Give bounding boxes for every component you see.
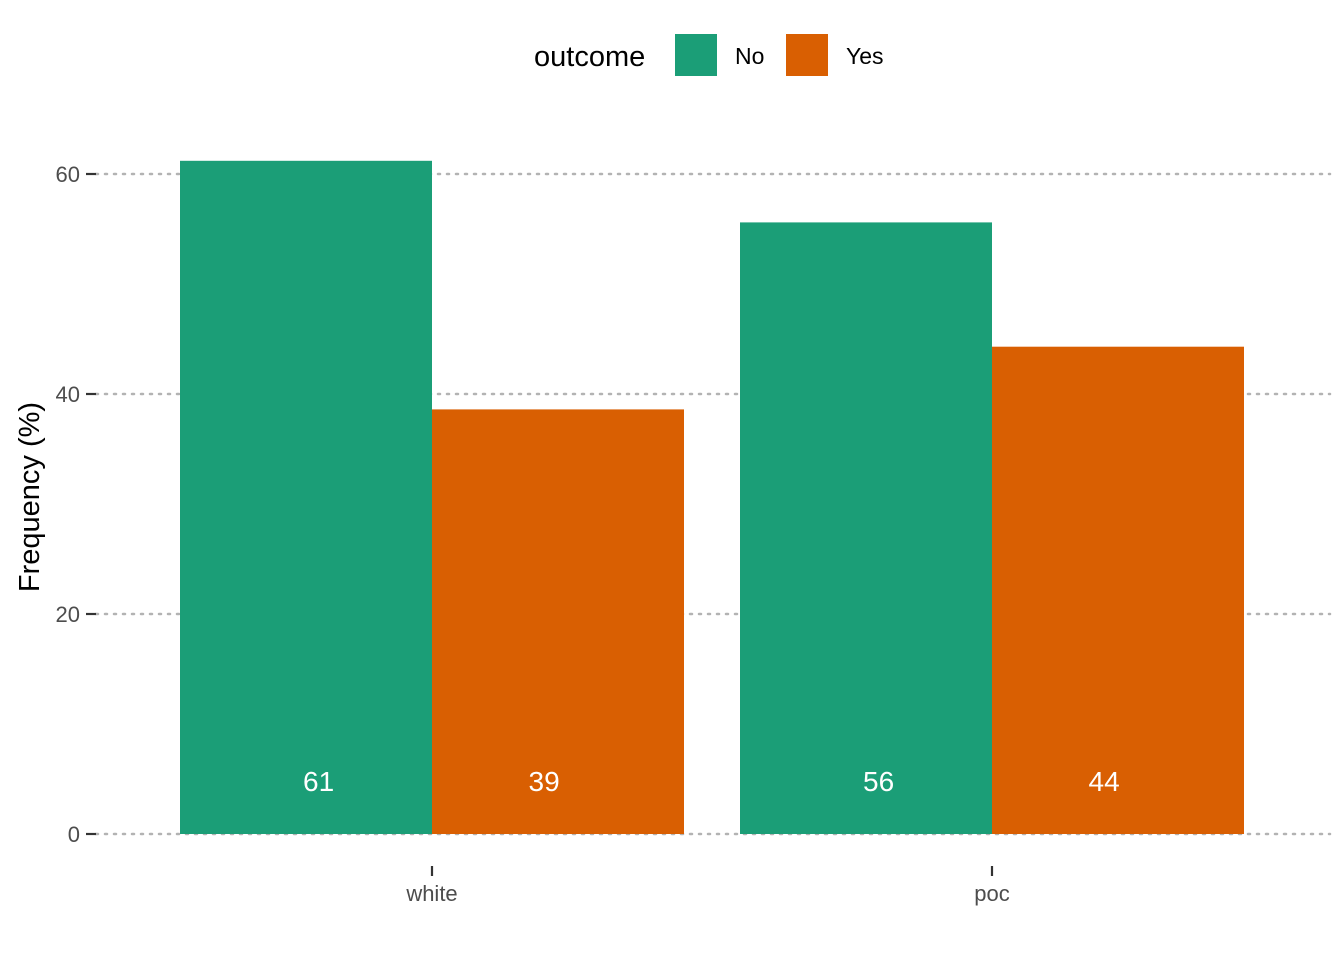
legend-key-yes [786, 34, 828, 76]
y-axis: 0 20 40 60 [56, 162, 96, 847]
legend-key-no [675, 34, 717, 76]
y-tick-label: 60 [56, 162, 80, 187]
bar-labels: 61 39 56 44 [303, 766, 1120, 797]
y-tick-label: 0 [68, 822, 80, 847]
bar-value-label: 39 [529, 766, 560, 797]
legend-title: outcome [534, 41, 645, 73]
bars [180, 160, 1244, 835]
bar-no-white [180, 160, 432, 835]
y-tick-label: 20 [56, 602, 80, 627]
x-tick-label-poc: poc [974, 881, 1009, 906]
bar-value-label: 61 [303, 766, 334, 797]
bar-no-poc [740, 222, 992, 834]
legend-label-no: No [735, 43, 764, 69]
x-tick-label-white: white [405, 881, 457, 906]
legend-label-yes: Yes [846, 43, 884, 69]
bar-value-label: 44 [1089, 766, 1120, 797]
bar-value-label: 56 [863, 766, 894, 797]
bar-yes-poc [992, 346, 1244, 834]
y-tick-label: 40 [56, 382, 80, 407]
legend: outcome No Yes [534, 34, 884, 76]
bar-yes-white [432, 409, 684, 834]
x-axis: white poc [405, 866, 1010, 906]
y-axis-title: Frequency (%) [14, 402, 46, 592]
